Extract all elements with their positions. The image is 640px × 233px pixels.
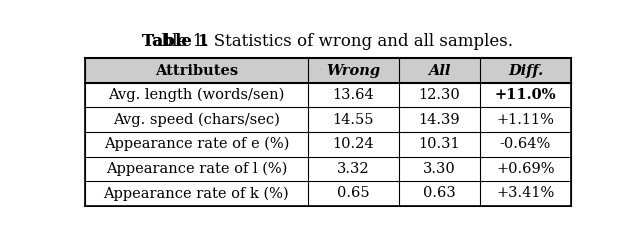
Text: 14.39: 14.39	[419, 113, 460, 127]
Text: Avg. speed (chars/sec): Avg. speed (chars/sec)	[113, 113, 280, 127]
Text: 12.30: 12.30	[419, 88, 460, 102]
Text: Diff.: Diff.	[508, 64, 543, 78]
Text: 13.64: 13.64	[332, 88, 374, 102]
Text: 3.32: 3.32	[337, 162, 370, 176]
Text: +3.41%: +3.41%	[497, 186, 555, 200]
Text: 0.65: 0.65	[337, 186, 370, 200]
Text: Attributes: Attributes	[155, 64, 238, 78]
Text: +11.0%: +11.0%	[495, 88, 556, 102]
Text: 0.63: 0.63	[423, 186, 456, 200]
Text: All: All	[428, 64, 451, 78]
Text: +1.11%: +1.11%	[497, 113, 554, 127]
Text: 3.30: 3.30	[423, 162, 456, 176]
Text: Table 1. Statistics of wrong and all samples.: Table 1. Statistics of wrong and all sam…	[143, 33, 513, 50]
Text: 10.24: 10.24	[333, 137, 374, 151]
Text: +0.69%: +0.69%	[496, 162, 555, 176]
Text: Wrong: Wrong	[326, 64, 380, 78]
Text: Appearance rate of l (%): Appearance rate of l (%)	[106, 162, 287, 176]
Text: 14.55: 14.55	[333, 113, 374, 127]
Text: Appearance rate of e (%): Appearance rate of e (%)	[104, 137, 289, 151]
Text: Appearance rate of k (%): Appearance rate of k (%)	[104, 186, 289, 201]
Text: -0.64%: -0.64%	[500, 137, 551, 151]
Text: Avg. length (words/sen): Avg. length (words/sen)	[108, 88, 285, 103]
Text: Table 1: Table 1	[143, 33, 210, 50]
Text: 10.31: 10.31	[419, 137, 460, 151]
